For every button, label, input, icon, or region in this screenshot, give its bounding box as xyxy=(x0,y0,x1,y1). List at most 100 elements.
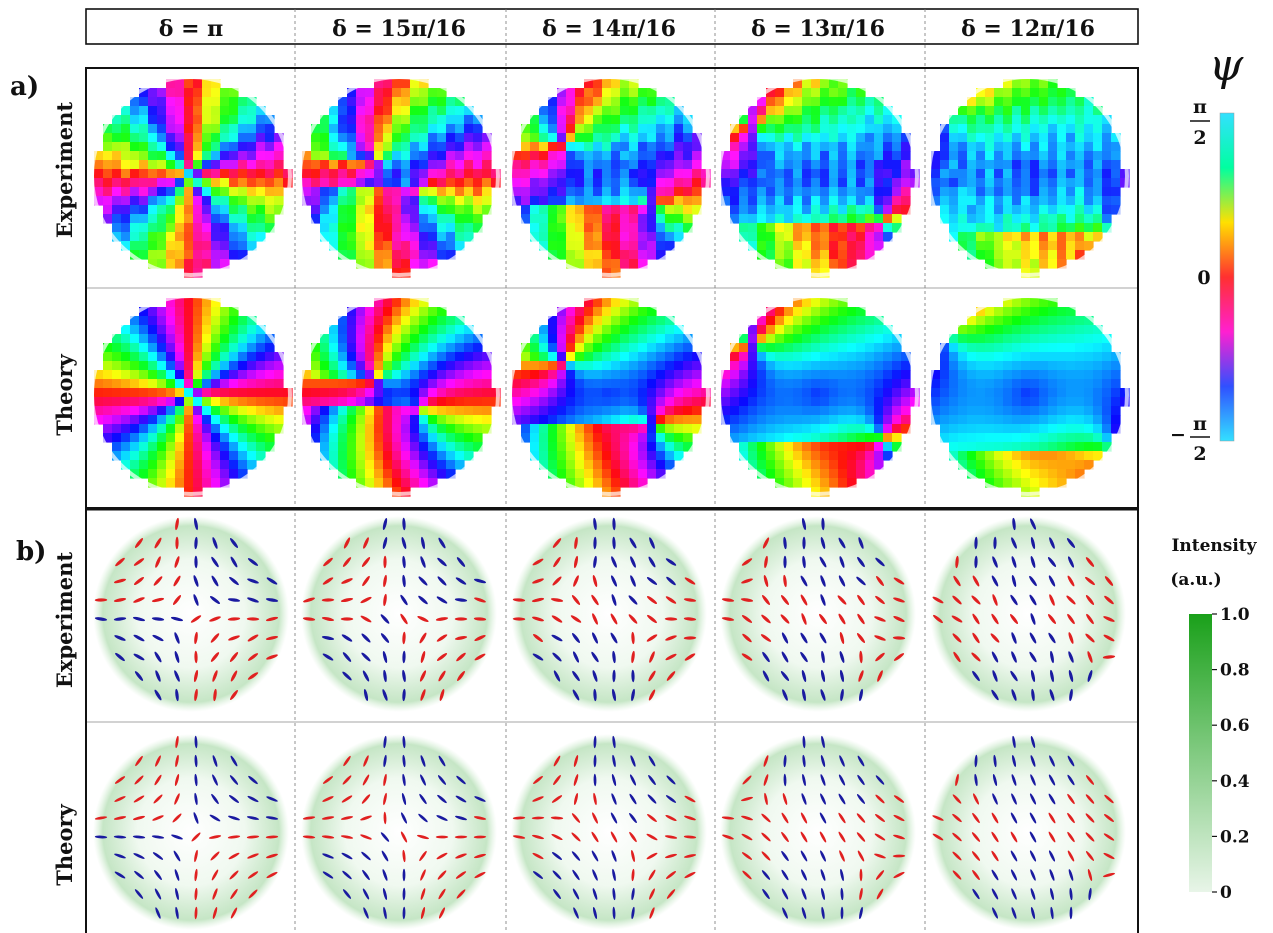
polarization-ellipse xyxy=(781,888,789,900)
polarization-ellipse xyxy=(419,850,427,862)
polarization-ellipse xyxy=(761,813,771,823)
polarization-ellipse xyxy=(1085,595,1095,605)
polarization-ellipse xyxy=(209,814,221,822)
polarization-ellipse xyxy=(455,795,467,803)
polarization-ellipse xyxy=(629,831,637,843)
polarization-ellipse xyxy=(133,634,145,642)
polarization-ellipse xyxy=(839,651,845,663)
polarization-ellipse xyxy=(648,755,656,767)
polarization-ellipse xyxy=(436,653,448,661)
polarization-ellipse xyxy=(819,632,827,644)
polarization-ellipse xyxy=(1048,793,1056,805)
polarization-ellipse xyxy=(417,834,429,840)
polarization-ellipse xyxy=(1068,869,1074,881)
polarization-ellipse xyxy=(610,812,618,824)
polarization-ellipse xyxy=(933,614,943,624)
polarization-ellipse xyxy=(683,636,697,640)
polarization-ellipse xyxy=(512,617,526,621)
polarization-ellipse xyxy=(649,907,655,919)
polarization-ellipse xyxy=(630,755,636,767)
polarization-ellipse xyxy=(212,537,218,549)
polarization-ellipse xyxy=(383,773,387,787)
polarization-ellipse xyxy=(1103,852,1115,860)
polarization-ellipse xyxy=(302,835,316,839)
polarization-ellipse xyxy=(1104,595,1114,605)
polarization-ellipse xyxy=(1069,906,1073,920)
polarization-ellipse xyxy=(593,754,597,768)
polarization-ellipse xyxy=(740,598,754,602)
polarization-ellipse xyxy=(174,869,180,881)
polarization-ellipse xyxy=(435,617,449,621)
polarization-ellipse xyxy=(227,617,241,621)
polarization-ellipse xyxy=(781,831,789,843)
polarization-ellipse xyxy=(991,869,999,881)
polarization-ellipse xyxy=(532,653,544,661)
polarization-ellipse xyxy=(1067,831,1075,843)
polarization-ellipse xyxy=(761,614,771,624)
polarization-ellipse xyxy=(266,654,278,660)
polarization-ellipse xyxy=(266,577,278,585)
polarization-ellipse xyxy=(194,688,198,702)
polarization-ellipse xyxy=(820,669,826,683)
phase-map-experiment-2 xyxy=(298,75,501,278)
polarization-ellipse xyxy=(1029,850,1037,862)
intensity-tick-label: 0.6 xyxy=(1220,716,1250,736)
polarization-ellipse xyxy=(820,575,826,587)
polarization-ellipse xyxy=(571,832,581,842)
polarization-ellipse xyxy=(631,631,635,645)
polarization-ellipse xyxy=(611,850,617,862)
polarization-ellipse xyxy=(762,670,770,682)
polarization-ellipse xyxy=(360,615,372,623)
polarization-ellipse xyxy=(592,613,598,625)
column-header-4: δ = 13π/16 xyxy=(751,16,885,42)
polarization-ellipse xyxy=(171,834,183,840)
polarization-ellipse xyxy=(991,613,999,625)
polarization-ellipse xyxy=(857,850,865,862)
polarization-ellipse xyxy=(247,578,259,584)
polarization-ellipse xyxy=(265,616,279,622)
polarization-ellipse xyxy=(553,670,561,682)
polarization-ellipse xyxy=(532,852,544,860)
polarization-ellipse xyxy=(1068,651,1074,663)
phase-map-theory-4 xyxy=(717,294,920,497)
polarization-ellipse xyxy=(1066,538,1076,548)
polarization-ellipse xyxy=(1010,831,1018,843)
polarization-ellipse xyxy=(1030,536,1036,550)
polarization-ellipse xyxy=(932,815,944,821)
polarization-ellipse xyxy=(611,774,617,786)
polarization-ellipse xyxy=(973,793,979,805)
polarization-ellipse xyxy=(341,795,353,803)
polarization-ellipse xyxy=(362,575,370,587)
polarization-ellipse xyxy=(800,850,808,862)
polarization-ellipse xyxy=(875,557,885,567)
polarization-ellipse xyxy=(113,578,127,584)
polarization-ellipse xyxy=(155,670,161,682)
panel-b-polarization-maps xyxy=(93,516,1126,930)
polarization-ellipse xyxy=(953,575,961,587)
polarization-ellipse xyxy=(631,887,635,901)
polarization-ellipse xyxy=(266,796,278,802)
polarization-ellipse xyxy=(1047,557,1057,567)
polarization-ellipse xyxy=(194,517,198,531)
polarization-ellipse xyxy=(134,576,144,586)
polarization-ellipse xyxy=(781,651,789,663)
polarization-ellipse xyxy=(322,853,334,859)
polarization-ellipse xyxy=(721,816,735,820)
polarization-ellipse xyxy=(801,793,807,805)
polarization-ellipse xyxy=(247,871,259,879)
polarization-ellipse xyxy=(1011,774,1017,786)
polarization-ellipse xyxy=(402,868,406,882)
polarization-ellipse xyxy=(742,633,752,643)
polarization-ellipse xyxy=(153,794,163,804)
polarization-ellipse xyxy=(1029,793,1037,805)
polarization-ellipse xyxy=(402,555,406,569)
polarization-ellipse xyxy=(780,614,790,624)
polarization-ellipse xyxy=(550,598,564,602)
polarization-ellipse xyxy=(874,616,886,622)
polarization-ellipse xyxy=(402,887,406,901)
polarization-ellipse xyxy=(571,851,581,861)
polarization-ellipse xyxy=(781,594,789,606)
polarization-ellipse xyxy=(801,869,807,881)
polarization-ellipse xyxy=(438,907,446,919)
polarization-ellipse xyxy=(114,796,126,802)
